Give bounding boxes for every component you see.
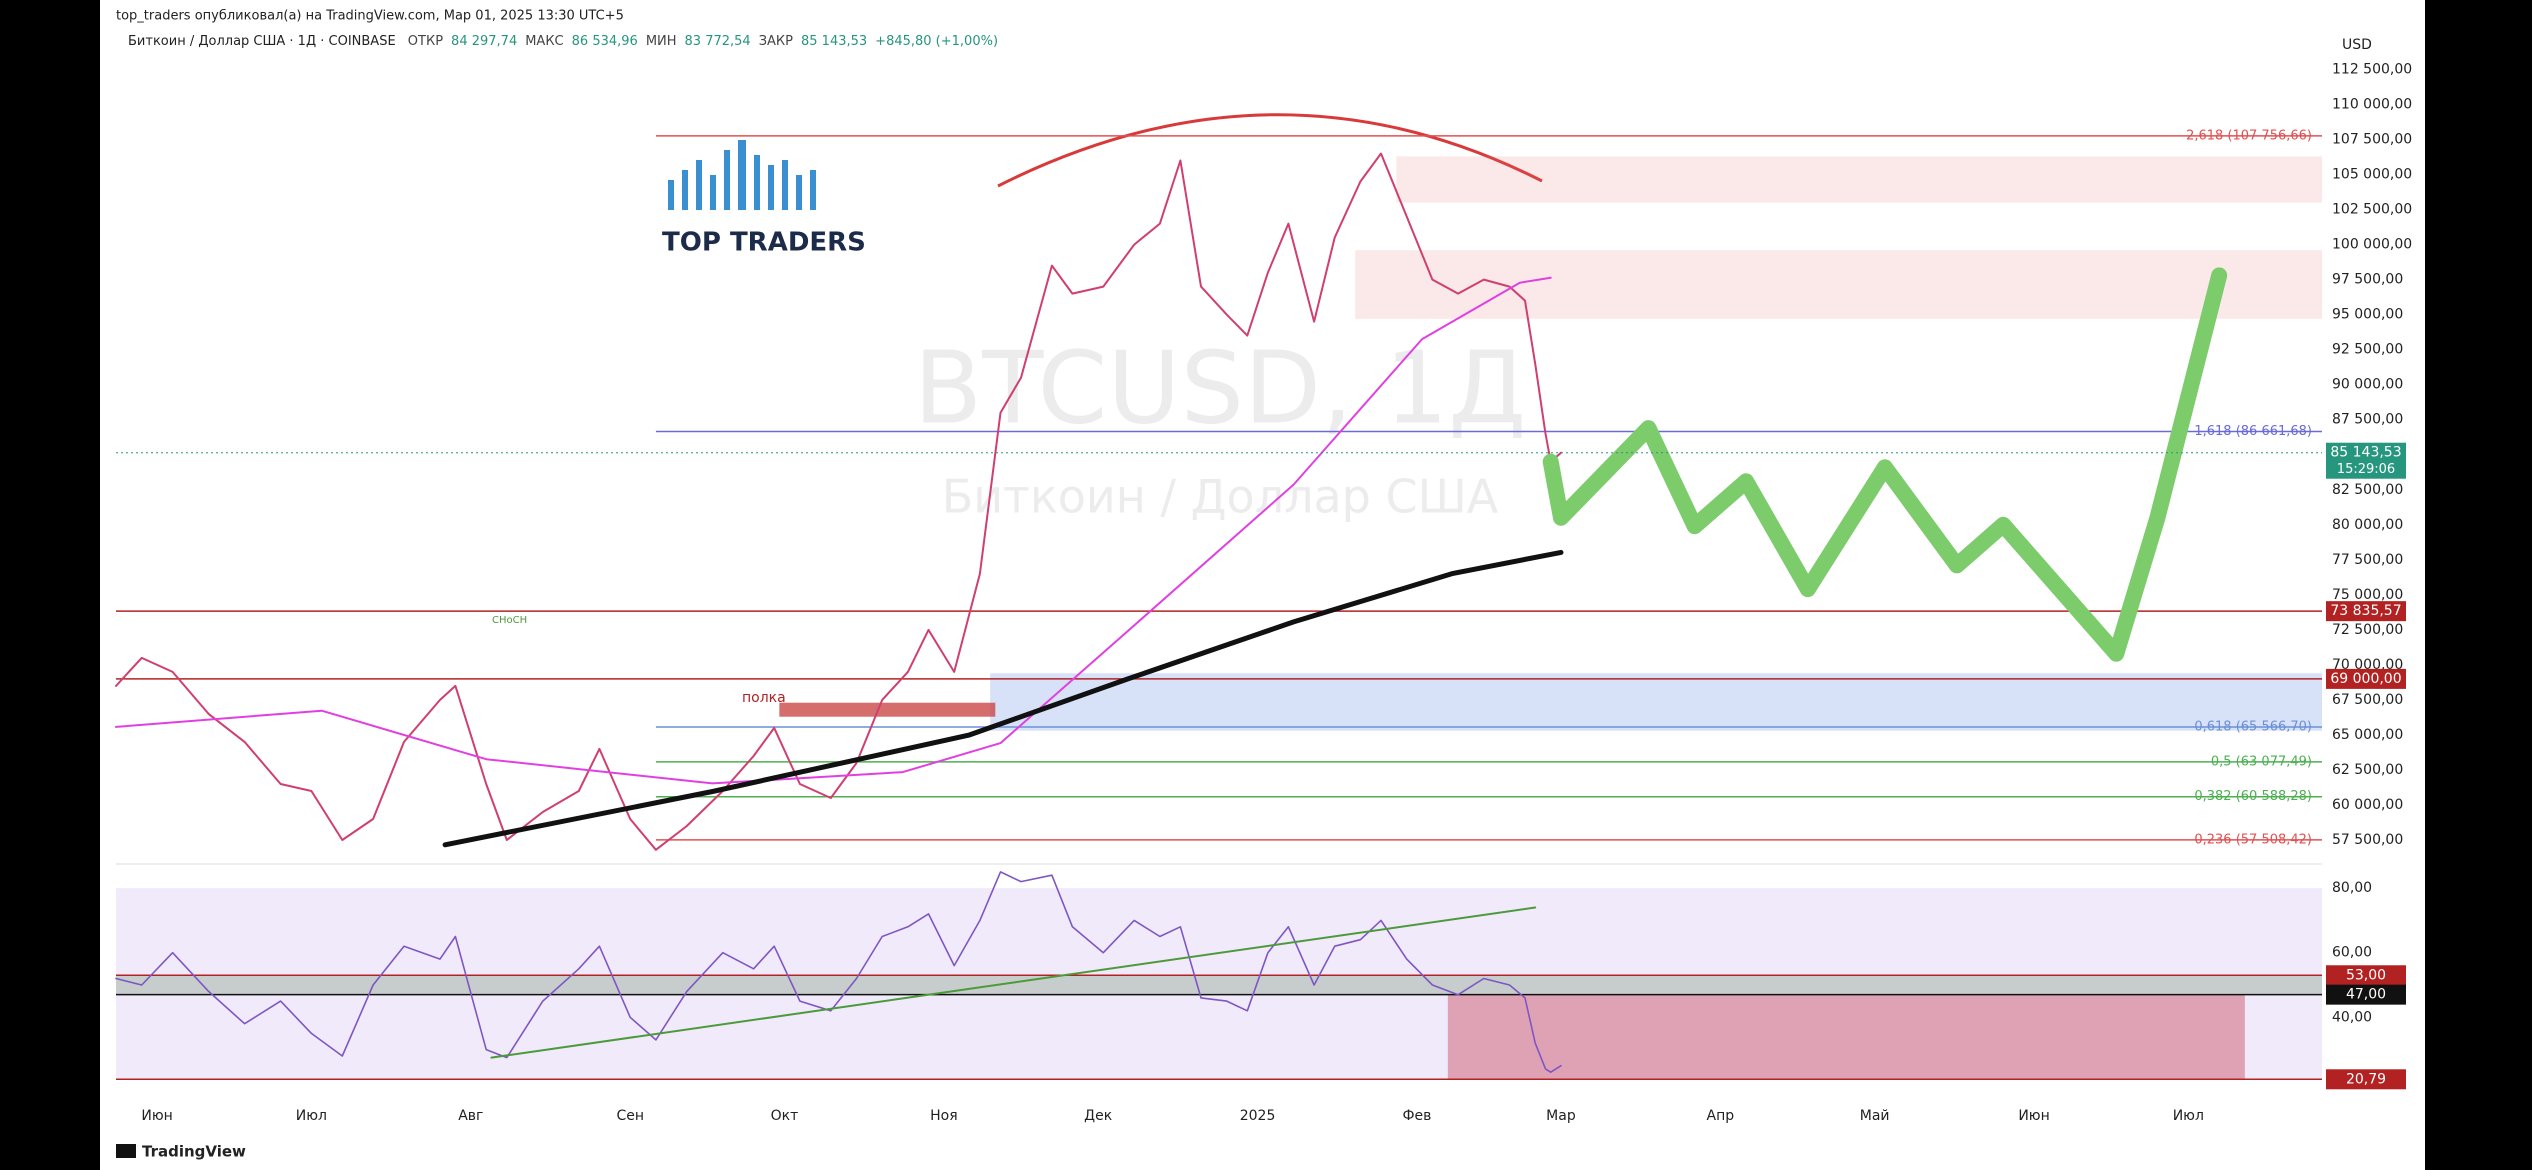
watermark: Биткоин / Доллар США (942, 470, 1499, 524)
ohlc-label: ОТКР (407, 34, 444, 49)
x-tick-label: Июл (296, 1108, 327, 1124)
badge-label: 85 143,53 (2330, 445, 2401, 461)
series-line (442, 549, 1564, 848)
y-tick-label: 77 500,00 (2332, 552, 2403, 568)
currency: USD (2342, 37, 2372, 53)
x-tick-label: Авг (458, 1108, 483, 1124)
zone (1447, 994, 2245, 1080)
series-line (115, 276, 1552, 785)
fib-label: 0,618 (65 566,70) (2194, 719, 2312, 734)
countdown: 15:29:06 (2337, 462, 2395, 477)
y-tick-label: 62 500,00 (2332, 762, 2403, 778)
tv-logo (116, 1144, 136, 1158)
price-badge (2326, 668, 2406, 689)
series-line (490, 906, 1537, 1059)
badge-label: 69 000,00 (2330, 671, 2401, 687)
x-tick-label: Фев (1403, 1108, 1432, 1124)
symbol-line: Биткоин / Доллар США · 1Д · COINBASE ОТК… (128, 34, 998, 49)
badge-label: 53,00 (2346, 967, 2386, 983)
zone (990, 673, 2322, 731)
ohlc-value: 83 772,54 (684, 34, 751, 49)
y-tick-label: 90 000,00 (2332, 377, 2403, 393)
fib-label: 2,618 (107 756,66) (2186, 128, 2312, 143)
badge-label: 47,00 (2346, 987, 2386, 1003)
y-tick-label: 72 500,00 (2332, 622, 2403, 638)
x-tick-label: 2025 (1240, 1108, 1276, 1124)
price-badge (2326, 442, 2406, 479)
x-tick-label: Окт (771, 1108, 799, 1124)
y-tick-label: 75 000,00 (2332, 587, 2403, 603)
series-line (115, 871, 1562, 1073)
ohlc-value: 84 297,74 (451, 34, 518, 49)
y-tick-label: 60 000,00 (2332, 797, 2403, 813)
y-tick-label: 102 500,00 (2332, 202, 2412, 218)
ohlc-label: МИН (645, 34, 677, 49)
y-tick-label: 100 000,00 (2332, 237, 2412, 253)
logo-text: TOP TRADERS (662, 228, 866, 258)
y-tick-label: 65 000,00 (2332, 727, 2403, 743)
y-tick-label: 87 500,00 (2332, 412, 2403, 428)
change: +845,80 (+1,00%) (875, 34, 999, 49)
x-tick-label: Июл (2173, 1108, 2204, 1124)
zone (116, 975, 2322, 995)
ohlc-value: 85 143,53 (801, 34, 868, 49)
watermark: BTCUSD, 1Д (914, 329, 1527, 446)
y-tick-label: 80,00 (2332, 880, 2372, 896)
y-tick-label: 95 000,00 (2332, 307, 2403, 323)
y-tick-label: 67 500,00 (2332, 692, 2403, 708)
fib-label: 0,236 (57 508,42) (2194, 832, 2312, 847)
series-line (115, 152, 1562, 851)
ohlc-value: 86 534,96 (571, 34, 638, 49)
fib-label: 0,382 (60 588,28) (2194, 789, 2312, 804)
y-tick-label: 80 000,00 (2332, 517, 2403, 533)
zone (779, 702, 996, 717)
badge-label: 20,79 (2346, 1071, 2386, 1087)
x-tick-label: Июн (141, 1108, 172, 1124)
x-tick-label: Сен (616, 1108, 644, 1124)
fib-label: 0,5 (63 077,49) (2211, 754, 2312, 769)
y-tick-label: 60,00 (2332, 945, 2372, 961)
price-badge (2326, 601, 2406, 622)
x-tick-label: Апр (1707, 1108, 1735, 1124)
x-tick-label: Дек (1084, 1108, 1112, 1124)
badge-label: 73 835,57 (2330, 603, 2401, 619)
symbol: Биткоин / Доллар США · 1Д · COINBASE (128, 34, 396, 49)
series-line (1542, 267, 2228, 662)
x-tick-label: Мар (1546, 1108, 1576, 1124)
y-tick-label: 97 500,00 (2332, 272, 2403, 288)
annotation: полка (742, 690, 786, 706)
ohlc-label: ЗАКР (758, 34, 793, 49)
y-tick-label: 110 000,00 (2332, 96, 2412, 112)
y-tick-label: 107 500,00 (2332, 131, 2412, 147)
y-tick-label: 112 500,00 (2332, 61, 2412, 77)
logo (668, 140, 816, 210)
price-badge (2326, 984, 2406, 1005)
byline: top_traders опубликовал(а) на TradingVie… (116, 9, 624, 24)
y-tick-label: 70 000,00 (2332, 657, 2403, 673)
price-badge (2326, 965, 2406, 986)
x-tick-label: Май (1860, 1108, 1890, 1124)
x-tick-label: Июн (2018, 1108, 2049, 1124)
zone (1396, 156, 2322, 203)
y-tick-label: 82 500,00 (2332, 482, 2403, 498)
y-tick-label: 57 500,00 (2332, 832, 2403, 848)
price-badge (2326, 1069, 2406, 1090)
top-arc (997, 113, 1543, 188)
y-tick-label: 105 000,00 (2332, 167, 2412, 183)
y-tick-label: 40,00 (2332, 1009, 2372, 1025)
fib-label: 1,618 (86 661,68) (2194, 424, 2312, 439)
x-tick-label: Ноя (930, 1108, 958, 1124)
annotation: CHoCH (492, 615, 527, 626)
ohlc-label: МАКС (525, 34, 564, 49)
footer: TradingView (142, 1143, 246, 1161)
y-tick-label: 92 500,00 (2332, 342, 2403, 358)
